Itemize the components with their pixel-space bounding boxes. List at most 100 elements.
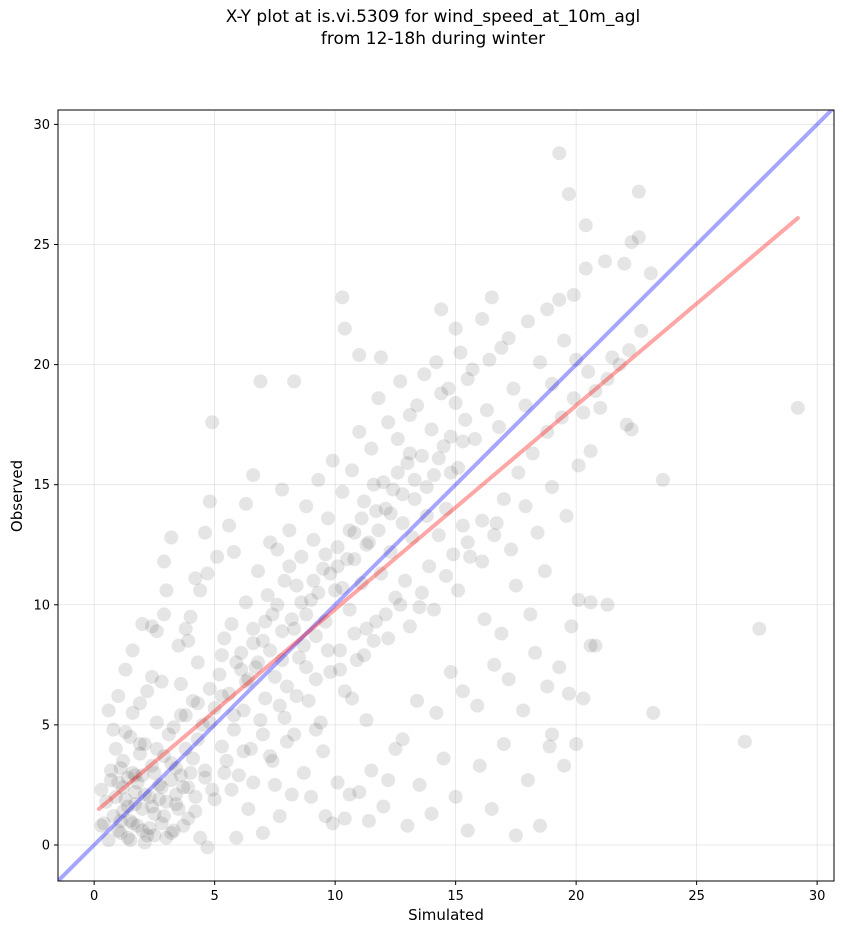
data-point — [144, 799, 159, 814]
data-point — [737, 734, 752, 749]
data-point — [246, 621, 261, 636]
data-point — [419, 480, 434, 495]
data-point — [332, 643, 347, 658]
data-point — [202, 715, 217, 730]
data-point — [566, 287, 581, 302]
regression-fit-line — [96, 216, 800, 811]
data-point — [169, 761, 184, 776]
data-point — [284, 612, 299, 627]
data-point — [123, 729, 138, 744]
data-point — [183, 609, 198, 624]
data-point — [111, 823, 126, 838]
data-point — [520, 314, 535, 329]
data-point — [118, 725, 133, 740]
data-point — [508, 578, 523, 593]
data-point — [335, 290, 350, 305]
data-point — [299, 660, 314, 675]
data-point — [108, 741, 123, 756]
data-point — [357, 494, 372, 509]
data-point — [229, 830, 244, 845]
data-point — [171, 638, 186, 653]
data-point — [395, 487, 410, 502]
data-point — [226, 544, 241, 559]
data-point — [137, 737, 152, 752]
data-point — [289, 689, 304, 704]
data-point — [260, 588, 275, 603]
data-point — [94, 782, 109, 797]
data-point — [383, 506, 398, 521]
data-point — [140, 828, 155, 843]
data-point — [569, 737, 584, 752]
data-point — [282, 523, 297, 538]
y-tick-label: 5 — [42, 718, 50, 733]
data-point — [540, 679, 555, 694]
data-point — [120, 830, 135, 845]
data-point — [253, 713, 268, 728]
data-point — [506, 381, 521, 396]
data-point — [142, 789, 157, 804]
data-point — [518, 499, 533, 514]
data-point — [190, 732, 205, 747]
data-point — [106, 809, 121, 824]
data-point — [306, 532, 321, 547]
data-point — [330, 540, 345, 555]
data-point — [431, 528, 446, 543]
data-point — [407, 492, 422, 507]
data-point — [441, 381, 456, 396]
data-point — [646, 705, 661, 720]
data-point — [566, 391, 581, 406]
data-point — [277, 573, 292, 588]
data-point — [388, 590, 403, 605]
data-point — [217, 631, 232, 646]
data-point — [631, 230, 646, 245]
data-point — [149, 624, 164, 639]
data-point — [422, 559, 437, 574]
data-point — [496, 737, 511, 752]
data-point — [275, 624, 290, 639]
data-point — [578, 261, 593, 276]
data-point — [200, 566, 215, 581]
data-point — [381, 415, 396, 430]
data-point — [624, 422, 639, 437]
data-point — [294, 549, 309, 564]
y-tick-label: 25 — [33, 238, 50, 253]
data-point — [475, 311, 490, 326]
data-point — [144, 758, 159, 773]
data-point — [195, 717, 210, 732]
data-point — [99, 794, 114, 809]
data-point — [255, 633, 270, 648]
data-point — [554, 410, 569, 425]
data-point — [492, 420, 507, 435]
data-point — [354, 576, 369, 591]
data-point — [135, 768, 150, 783]
data-point — [169, 787, 184, 802]
data-point — [147, 828, 162, 843]
data-point — [287, 374, 302, 389]
data-point — [530, 525, 545, 540]
data-point — [282, 559, 297, 574]
data-point — [166, 720, 181, 735]
data-point — [443, 465, 458, 480]
data-point — [537, 564, 552, 579]
data-point — [426, 602, 441, 617]
data-point — [388, 741, 403, 756]
data-point — [263, 535, 278, 550]
data-point — [352, 347, 367, 362]
data-point — [219, 753, 234, 768]
data-point — [246, 636, 261, 651]
data-point — [144, 669, 159, 684]
data-point — [434, 386, 449, 401]
data-point — [496, 492, 511, 507]
data-point — [125, 765, 140, 780]
data-point — [446, 547, 461, 562]
data-point — [545, 727, 560, 742]
data-point — [532, 355, 547, 370]
data-point — [342, 787, 357, 802]
data-point — [263, 749, 278, 764]
y-tick-label: 30 — [33, 118, 50, 133]
data-point — [561, 187, 576, 202]
data-point — [475, 554, 490, 569]
y-axis-label: Observed — [8, 460, 26, 532]
data-point — [164, 530, 179, 545]
